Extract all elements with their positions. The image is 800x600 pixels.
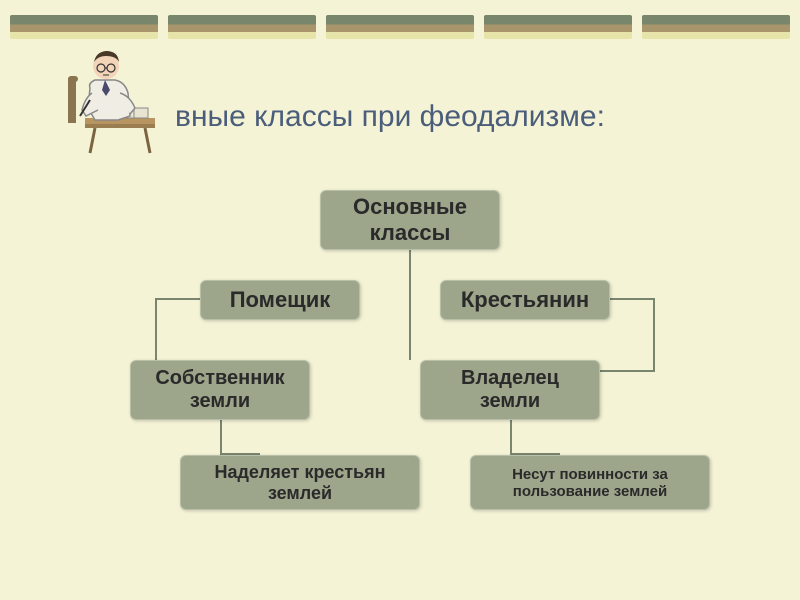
node-vladelets: Владелец земли bbox=[420, 360, 600, 420]
node-label: Несут повинности за пользование землей bbox=[485, 466, 695, 500]
node-label: Владелец земли bbox=[435, 367, 585, 413]
node-label: Помещик bbox=[230, 287, 331, 313]
connector bbox=[600, 370, 655, 372]
node-nesut: Несут повинности за пользование землей bbox=[470, 455, 710, 510]
connector bbox=[510, 420, 512, 455]
node-label: Собственник земли bbox=[145, 367, 295, 413]
page-title: вные классы при феодализме: bbox=[175, 100, 605, 134]
node-sobstvennik: Собственник земли bbox=[130, 360, 310, 420]
bar-segment bbox=[484, 15, 632, 39]
connector bbox=[409, 250, 411, 360]
connector bbox=[610, 298, 655, 300]
connector bbox=[653, 298, 655, 370]
node-label: Наделяет крестьян землей bbox=[195, 462, 405, 504]
node-label: Крестьянин bbox=[461, 287, 589, 313]
scholar-icon bbox=[50, 38, 170, 158]
feudal-classes-diagram: Основные классы Помещик Крестьянин Собст… bbox=[100, 190, 720, 570]
node-label: Основные классы bbox=[335, 194, 485, 246]
bar-segment bbox=[10, 15, 158, 39]
connector bbox=[220, 420, 222, 455]
node-root: Основные классы bbox=[320, 190, 500, 250]
bar-segment bbox=[326, 15, 474, 39]
bar-segment bbox=[168, 15, 316, 39]
bar-segment bbox=[642, 15, 790, 39]
node-pomeshchik: Помещик bbox=[200, 280, 360, 320]
decorative-top-bars bbox=[0, 15, 800, 39]
connector bbox=[155, 298, 200, 300]
node-krestyanin: Крестьянин bbox=[440, 280, 610, 320]
node-nadelyaet: Наделяет крестьян землей bbox=[180, 455, 420, 510]
